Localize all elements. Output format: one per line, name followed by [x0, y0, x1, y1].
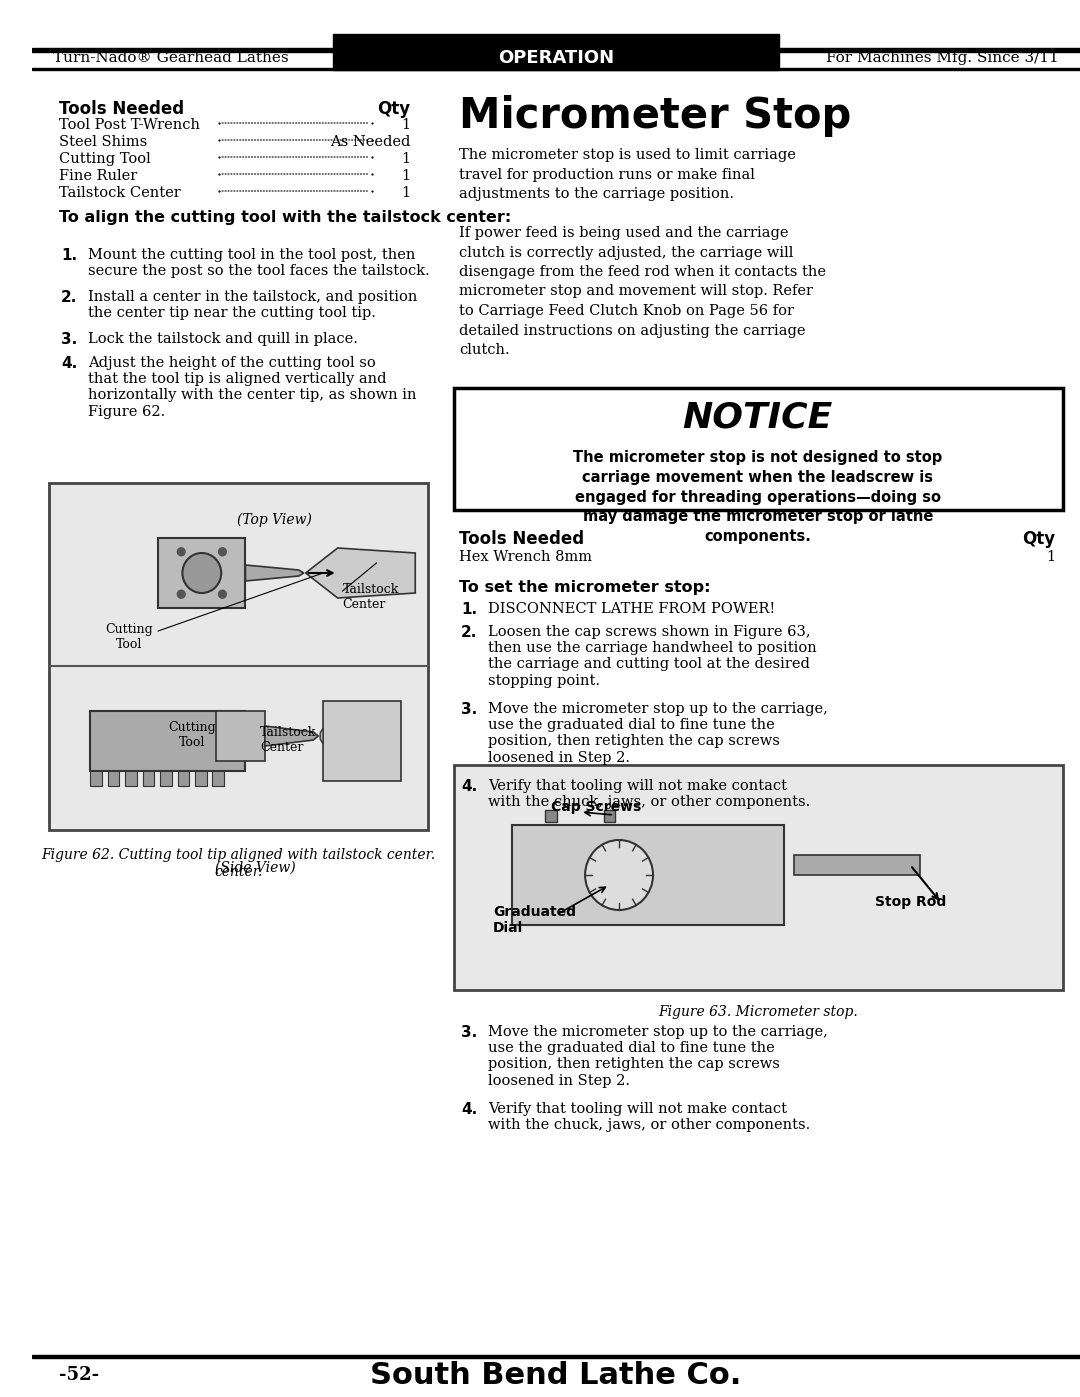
Bar [32, 47, 1080, 52]
Text: Cutting
Tool: Cutting Tool [105, 623, 153, 651]
Text: Turn-Nado® Gearhead Lathes: Turn-Nado® Gearhead Lathes [53, 52, 289, 66]
Text: 2.: 2. [461, 624, 477, 640]
Bar [195, 771, 206, 787]
Bar [158, 538, 245, 608]
Text: Tailstock
Center: Tailstock Center [260, 726, 316, 754]
Text: Graduated
Dial: Graduated Dial [492, 905, 576, 935]
Text: 3.: 3. [461, 1025, 477, 1039]
Text: 1: 1 [402, 152, 410, 166]
Text: For Machines Mfg. Since 3/11: For Machines Mfg. Since 3/11 [826, 52, 1058, 66]
Text: As Needed: As Needed [330, 136, 410, 149]
Bar [794, 855, 920, 875]
Bar [604, 810, 616, 821]
Text: OPERATION: OPERATION [498, 49, 615, 67]
Text: To set the micrometer stop:: To set the micrometer stop: [459, 580, 711, 595]
Text: Figure 63. Micrometer stop.: Figure 63. Micrometer stop. [658, 1004, 858, 1018]
Bar [91, 771, 102, 787]
Bar [143, 771, 154, 787]
Bar [108, 771, 119, 787]
Text: (Top View): (Top View) [238, 513, 312, 528]
Text: 1: 1 [402, 117, 410, 131]
Text: Qty: Qty [1023, 529, 1056, 548]
Polygon shape [265, 726, 319, 746]
Text: If power feed is being used and the carriage
clutch is correctly adjusted, the c: If power feed is being used and the carr… [459, 226, 826, 358]
Circle shape [183, 553, 221, 592]
Text: Move the micrometer stop up to the carriage,
use the graduated dial to fine tune: Move the micrometer stop up to the carri… [488, 703, 828, 764]
Bar [32, 68, 1080, 70]
Text: -52-: -52- [59, 1366, 99, 1384]
Text: 4.: 4. [62, 356, 78, 372]
Bar [454, 388, 1063, 510]
Text: Hex Wrench 8mm: Hex Wrench 8mm [459, 550, 592, 564]
Bar [216, 711, 265, 761]
Text: Cutting Tool: Cutting Tool [59, 152, 151, 166]
Text: 4.: 4. [461, 780, 477, 793]
Bar [454, 766, 1063, 990]
Text: center.: center. [215, 865, 262, 879]
Polygon shape [306, 548, 416, 598]
Text: NOTICE: NOTICE [683, 400, 833, 434]
Bar [545, 810, 557, 821]
Text: The micrometer stop is not designed to stop
carriage movement when the leadscrew: The micrometer stop is not designed to s… [573, 450, 943, 545]
Bar [177, 771, 189, 787]
Text: Move the micrometer stop up to the carriage,
use the graduated dial to fine tune: Move the micrometer stop up to the carri… [488, 1025, 828, 1088]
Circle shape [585, 840, 653, 909]
Text: Lock the tailstock and quill in place.: Lock the tailstock and quill in place. [89, 332, 359, 346]
Bar [91, 711, 245, 771]
Text: Micrometer Stop: Micrometer Stop [459, 95, 851, 137]
Text: (Side View): (Side View) [215, 861, 296, 875]
Text: 1: 1 [402, 169, 410, 183]
Text: To align the cutting tool with the tailstock center:: To align the cutting tool with the tails… [59, 210, 512, 225]
Bar [512, 826, 784, 925]
Text: Cap Screws: Cap Screws [551, 800, 642, 814]
Text: Tool Post T-Wrench: Tool Post T-Wrench [59, 117, 200, 131]
Text: Qty: Qty [377, 101, 410, 117]
Text: 1: 1 [402, 186, 410, 200]
Bar [213, 771, 225, 787]
Text: Verify that tooling will not make contact
with the chuck, jaws, or other compone: Verify that tooling will not make contac… [488, 780, 810, 809]
Circle shape [218, 590, 227, 598]
Text: 4.: 4. [461, 1102, 477, 1118]
Text: Mount the cutting tool in the tool post, then
secure the post so the tool faces : Mount the cutting tool in the tool post,… [89, 249, 430, 278]
Text: DISCONNECT LATHE FROM POWER!: DISCONNECT LATHE FROM POWER! [488, 602, 775, 616]
Circle shape [218, 548, 227, 556]
Text: Cutting
Tool: Cutting Tool [168, 721, 216, 749]
Text: Adjust the height of the cutting tool so
that the tool tip is aligned vertically: Adjust the height of the cutting tool so… [89, 356, 417, 419]
Text: Stop Rod: Stop Rod [875, 895, 946, 909]
Text: Install a center in the tailstock, and position
the center tip near the cutting : Install a center in the tailstock, and p… [89, 291, 418, 320]
Text: 3.: 3. [461, 703, 477, 717]
Text: Steel Shims: Steel Shims [59, 136, 147, 149]
Text: Fine Ruler: Fine Ruler [59, 169, 137, 183]
Bar [50, 483, 428, 830]
Text: 3.: 3. [62, 332, 78, 346]
Bar [32, 1355, 1080, 1358]
Polygon shape [245, 564, 303, 581]
Text: Verify that tooling will not make contact
with the chuck, jaws, or other compone: Verify that tooling will not make contac… [488, 1102, 810, 1132]
Text: The micrometer stop is used to limit carriage
travel for production runs or make: The micrometer stop is used to limit car… [459, 148, 796, 201]
Text: 2.: 2. [62, 291, 78, 305]
Text: 1: 1 [1047, 550, 1056, 564]
Bar [323, 701, 401, 781]
Text: South Bend Lathe Co.: South Bend Lathe Co. [370, 1361, 742, 1390]
Polygon shape [320, 728, 323, 745]
Text: 1.: 1. [62, 249, 78, 263]
Bar [160, 771, 172, 787]
Text: Tailstock
Center: Tailstock Center [342, 583, 399, 610]
Bar [333, 34, 779, 70]
Text: Tools Needed: Tools Needed [59, 101, 185, 117]
Circle shape [177, 548, 185, 556]
Circle shape [177, 590, 185, 598]
Text: Figure 62. Cutting tool tip aligned with tailstock center.: Figure 62. Cutting tool tip aligned with… [42, 848, 435, 862]
Bar [125, 771, 137, 787]
Text: 1.: 1. [461, 602, 477, 617]
Text: Tailstock Center: Tailstock Center [59, 186, 181, 200]
Text: Loosen the cap screws shown in Figure 63,
then use the carriage handwheel to pos: Loosen the cap screws shown in Figure 63… [488, 624, 816, 687]
Text: Tools Needed: Tools Needed [459, 529, 584, 548]
